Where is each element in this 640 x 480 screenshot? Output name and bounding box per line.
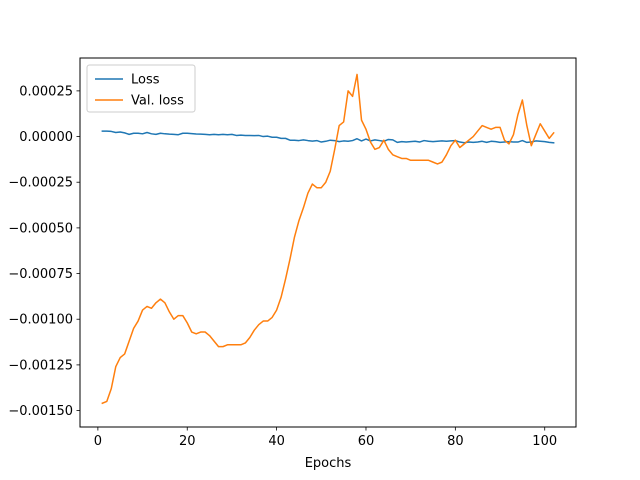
plot-area <box>101 73 555 405</box>
y-tick-label: −0.00025 <box>8 176 73 191</box>
legend-label: Loss <box>131 73 160 88</box>
y-tick-label: 0.00000 <box>19 130 73 145</box>
x-tick-label: 60 <box>358 434 375 449</box>
legend-label: Val. loss <box>131 94 184 109</box>
x-tick-label: 100 <box>532 434 557 449</box>
y-tick-label: 0.00025 <box>19 84 73 99</box>
x-axis-label: Epochs <box>305 456 352 471</box>
y-tick-label: −0.00125 <box>8 358 73 373</box>
x-tick-label: 40 <box>268 434 285 449</box>
y-tick-label: −0.00100 <box>8 313 73 328</box>
y-tick-label: −0.00075 <box>8 267 73 282</box>
x-tick-label: 0 <box>94 434 102 449</box>
series-line-1 <box>101 130 555 144</box>
x-tick-label: 20 <box>179 434 196 449</box>
y-tick-label: −0.00050 <box>8 221 73 236</box>
y-axis-ticks: −0.00150 −0.00125 −0.00100 −0.00075 −0.00050… <box>8 84 80 419</box>
series-line-2 <box>101 73 555 405</box>
y-tick-label: −0.00150 <box>8 404 73 419</box>
x-axis-ticks: 0 20 40 60 80 100 <box>94 427 557 449</box>
axes-frame <box>79 57 577 428</box>
legend: Loss Val. loss <box>86 64 196 113</box>
x-tick-label: 80 <box>447 434 464 449</box>
